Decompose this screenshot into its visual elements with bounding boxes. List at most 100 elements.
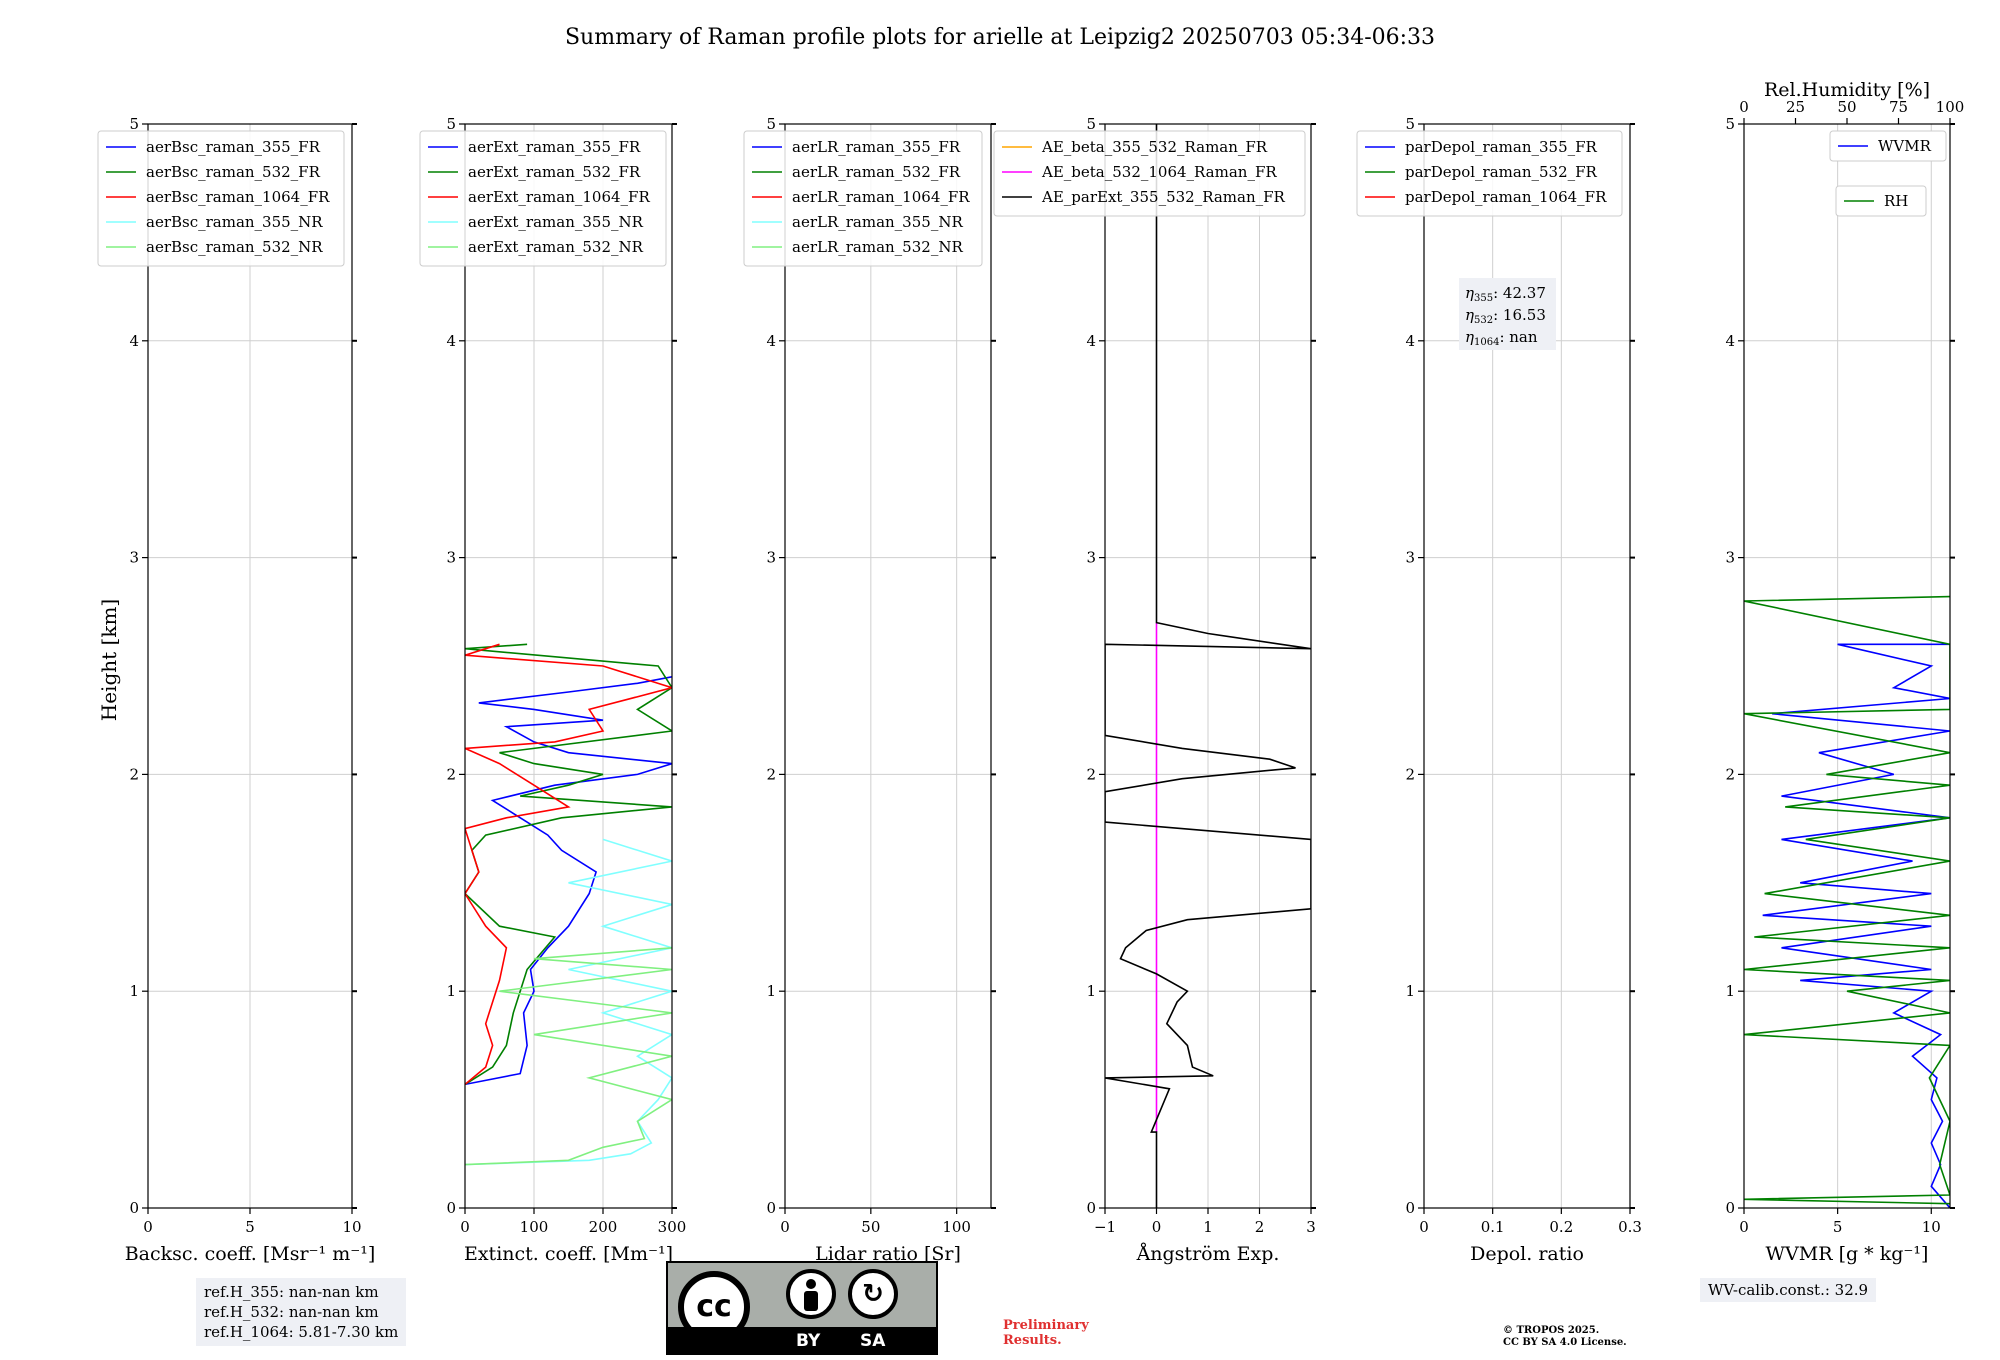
legend-label: parDepol_raman_1064_FR <box>1405 188 1607 206</box>
legend-box <box>97 130 345 267</box>
top-tick-label: 50 <box>1837 98 1856 116</box>
legend-box <box>1356 130 1623 217</box>
legend-label: aerBsc_raman_355_NR <box>146 213 323 231</box>
y-tick-label: 4 <box>1725 332 1735 350</box>
legend-WVMR: WVMR <box>1829 130 1947 162</box>
y-tick-label: 2 <box>1725 765 1735 783</box>
legend: aerLR_raman_355_FR aerLR_raman_532_FR aerL… <box>743 130 983 267</box>
legend-box <box>1835 185 1927 217</box>
legend: aerBsc_raman_355_FR aerBsc_raman_532_FRae… <box>97 130 345 267</box>
top-tick-label: 0 <box>1739 98 1749 116</box>
y-axis-label: Height [km] <box>97 599 121 721</box>
y-tick-label: 4 <box>766 332 776 350</box>
preliminary-line-2: Results. <box>1003 1333 1062 1348</box>
y-tick-label: 4 <box>1086 332 1096 350</box>
x-tick-label: 0 <box>780 1218 790 1236</box>
legend: parDepol_raman_355_FR parDepol_raman_532_… <box>1356 130 1623 217</box>
y-tick-label: 1 <box>1725 982 1735 1000</box>
x-tick-label: 0 <box>1419 1218 1429 1236</box>
series-line-AE_parExt_355_532_Raman_FR <box>1105 124 1311 1208</box>
cc-by-sa-license-badge: cc ↻ BY SA <box>666 1261 938 1355</box>
figure-title: Summary of Raman profile plots for ariel… <box>565 25 1435 50</box>
y-tick-label: 4 <box>129 332 139 350</box>
x-tick-label: 10 <box>1922 1218 1941 1236</box>
license-badge-bar <box>668 1327 936 1353</box>
y-tick-label: 1 <box>766 982 776 1000</box>
x-axis-label: Extinct. coeff. [Mm⁻¹] <box>464 1243 673 1265</box>
axes-frame <box>1743 123 1951 1209</box>
x-tick-label: 0 <box>1152 1218 1162 1236</box>
panel-1: 0 5 10 0 1 2 3 4 5 Backsc. coeff. [Msr⁻¹ m⁻¹] aerB… <box>97 115 375 1265</box>
x-tick-label: 10 <box>342 1218 361 1236</box>
x-tick-label: 0.2 <box>1549 1218 1573 1236</box>
x-axis-label: Depol. ratio <box>1470 1243 1584 1265</box>
legend-label: aerBsc_raman_1064_FR <box>146 188 330 206</box>
y-tick-label: 3 <box>129 549 139 567</box>
y-tick-label: 2 <box>1086 765 1096 783</box>
legend-label: aerExt_raman_1064_FR <box>468 188 650 206</box>
attribution-person-icon <box>786 1269 836 1319</box>
x-tick-label: 0.3 <box>1618 1218 1642 1236</box>
y-tick-label: 1 <box>1405 982 1415 1000</box>
x-axis-label: WVMR [g * kg⁻¹] <box>1766 1243 1929 1265</box>
y-tick-label: 4 <box>1405 332 1415 350</box>
x-tick-label: −1 <box>1094 1218 1116 1236</box>
y-tick-label: 0 <box>1086 1199 1096 1217</box>
legend-label: AE_parExt_355_532_Raman_FR <box>1041 188 1286 206</box>
y-tick-label: 3 <box>1725 549 1735 567</box>
legend-label: RH <box>1884 192 1908 210</box>
axes-frame <box>784 123 992 1209</box>
legend-box <box>993 130 1306 217</box>
ref-height-355: ref.H_355: nan-nan km <box>204 1283 379 1301</box>
y-tick-label: 5 <box>1405 115 1415 133</box>
legend-label: aerBsc_raman_532_NR <box>146 238 323 256</box>
license-by-label: BY <box>796 1331 821 1351</box>
y-tick-label: 1 <box>446 982 456 1000</box>
x-axis-label: Lidar ratio [Sr] <box>815 1243 961 1265</box>
y-tick-label: 4 <box>446 332 456 350</box>
y-tick-label: 5 <box>446 115 456 133</box>
y-tick-label: 2 <box>1405 765 1415 783</box>
y-tick-label: 0 <box>446 1199 456 1217</box>
legend-label: aerBsc_raman_355_FR <box>146 138 321 156</box>
series-line-aerExt_raman_1064_FR <box>465 643 672 1086</box>
x-tick-label: 5 <box>245 1218 255 1236</box>
x-tick-label: 3 <box>1306 1218 1316 1236</box>
legend-box <box>1829 130 1947 162</box>
legend-label: AE_beta_355_532_Raman_FR <box>1041 138 1268 156</box>
top-tick-label: 25 <box>1786 98 1805 116</box>
x-tick-label: 100 <box>942 1218 971 1236</box>
y-tick-label: 2 <box>446 765 456 783</box>
preliminary-note: Preliminary Results. <box>1003 1318 1089 1348</box>
y-tick-label: 1 <box>129 982 139 1000</box>
y-tick-label: 0 <box>1725 1199 1735 1217</box>
top-axis-label: Rel.Humidity [%] <box>1764 79 1930 101</box>
series-line-aerExt_raman_355_FR <box>465 676 672 1086</box>
y-tick-label: 1 <box>1086 982 1096 1000</box>
y-tick-label: 5 <box>1086 115 1096 133</box>
panel-2: 0 100 200 300 0 1 2 3 4 5 Extinct. coeff. [Mm⁻¹] ae… <box>419 115 686 1265</box>
x-tick-label: 100 <box>520 1218 549 1236</box>
y-tick-label: 0 <box>766 1199 776 1217</box>
preliminary-line-1: Preliminary <box>1003 1318 1089 1333</box>
series-line-aerExt_raman_355_NR <box>465 838 672 1166</box>
legend-label: aerLR_raman_355_FR <box>792 138 961 156</box>
legend-label: parDepol_raman_355_FR <box>1405 138 1598 156</box>
y-tick-label: 5 <box>129 115 139 133</box>
x-tick-label: 0.1 <box>1481 1218 1505 1236</box>
eta-line: η355: 42.37 <box>1465 284 1546 304</box>
series-line-aerExt_raman_532_NR <box>465 947 672 1166</box>
series-line-RH <box>1744 595 1950 1205</box>
legend-label: aerExt_raman_355_FR <box>468 138 641 156</box>
ref-height-1064: ref.H_1064: 5.81-7.30 km <box>204 1323 399 1341</box>
x-tick-label: 0 <box>460 1218 470 1236</box>
legend-label: aerLR_raman_1064_FR <box>792 188 970 206</box>
y-tick-label: 0 <box>129 1199 139 1217</box>
legend-label: aerExt_raman_532_NR <box>468 238 644 256</box>
y-tick-label: 0 <box>1405 1199 1415 1217</box>
copyright-line-2: CC BY SA 4.0 License. <box>1503 1337 1627 1348</box>
x-tick-label: 2 <box>1255 1218 1265 1236</box>
axes-frame <box>1423 123 1631 1209</box>
